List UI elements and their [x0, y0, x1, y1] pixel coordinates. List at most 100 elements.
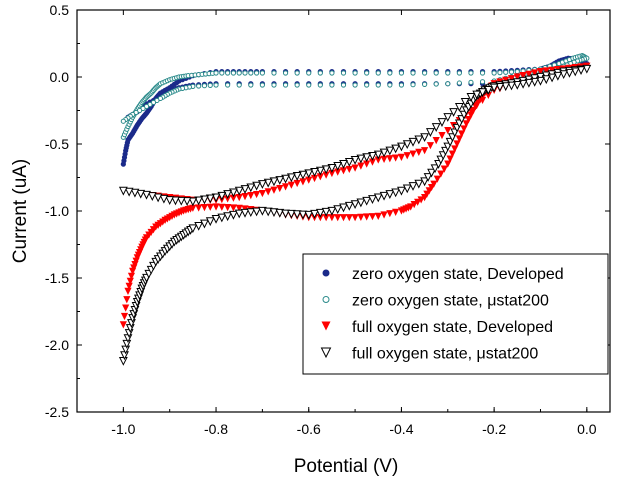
data-point	[241, 186, 248, 193]
data-point	[254, 71, 258, 75]
data-point	[272, 83, 276, 87]
data-point	[220, 71, 224, 75]
data-point	[260, 83, 264, 87]
data-point	[386, 210, 393, 217]
data-point	[423, 71, 427, 75]
data-point	[434, 71, 438, 75]
data-point	[311, 210, 318, 217]
data-point	[212, 203, 219, 210]
data-point	[415, 149, 422, 156]
data-point	[363, 213, 370, 220]
legend-label: zero oxygen state, Developed	[352, 266, 564, 283]
data-point	[253, 182, 260, 189]
data-point	[469, 71, 473, 75]
data-point	[131, 189, 138, 196]
y-tick-label: -1.0	[45, 203, 69, 219]
data-point	[446, 71, 450, 75]
data-point	[392, 209, 399, 216]
data-point	[398, 187, 405, 194]
x-tick-label: -0.2	[482, 421, 506, 437]
y-tick-label: -1.5	[45, 270, 69, 286]
data-point	[226, 71, 230, 75]
data-point	[207, 204, 214, 211]
data-point	[283, 83, 287, 87]
data-point	[276, 185, 283, 192]
data-point	[224, 204, 231, 211]
data-point	[121, 313, 128, 320]
data-point	[492, 71, 496, 75]
data-point	[230, 211, 237, 218]
data-point	[351, 214, 358, 221]
data-point	[249, 83, 253, 87]
data-point	[243, 71, 247, 75]
data-point	[375, 213, 382, 220]
data-point	[265, 188, 272, 195]
data-point	[376, 71, 380, 75]
data-point	[208, 83, 212, 87]
data-point	[380, 211, 387, 218]
data-point	[411, 83, 415, 87]
y-tick-label: 0.5	[50, 2, 70, 18]
x-axis-title: Potential (V)	[294, 456, 399, 477]
data-point	[480, 71, 484, 75]
y-tick-label: -0.5	[45, 136, 69, 152]
x-tick-label: -0.8	[204, 421, 228, 437]
data-point	[369, 213, 376, 220]
data-point	[247, 184, 254, 191]
data-point	[365, 83, 369, 87]
data-point	[126, 188, 133, 195]
data-point	[224, 213, 231, 220]
data-point	[365, 71, 369, 75]
data-point	[149, 193, 156, 200]
data-point	[307, 83, 311, 87]
data-point	[346, 214, 353, 221]
data-point	[423, 82, 427, 86]
data-point	[543, 76, 550, 83]
data-point	[288, 182, 295, 189]
data-point	[294, 180, 301, 187]
y-tick-label: 0.0	[50, 69, 70, 85]
data-point	[318, 71, 322, 75]
data-point	[469, 80, 473, 84]
data-point	[351, 201, 358, 208]
data-point	[357, 199, 364, 206]
data-point	[160, 195, 167, 202]
data-point	[214, 71, 218, 75]
data-point	[120, 357, 127, 364]
x-tick-label: -1.0	[111, 421, 135, 437]
data-point	[218, 204, 225, 211]
data-point	[197, 84, 201, 88]
data-point	[323, 270, 330, 277]
data-point	[166, 197, 173, 204]
x-tick-label: -0.6	[297, 421, 321, 437]
data-point	[411, 71, 415, 75]
data-point	[388, 71, 392, 75]
data-point	[363, 197, 370, 204]
data-point	[137, 190, 144, 197]
data-point	[457, 81, 461, 85]
legend-label: zero oxygen state, μstat200	[352, 293, 549, 310]
legend: zero oxygen state, Developed zero oxygen …	[303, 254, 608, 374]
data-point	[307, 71, 311, 75]
data-point	[124, 288, 131, 295]
data-point	[509, 70, 513, 74]
data-point	[457, 71, 461, 75]
data-point	[386, 191, 393, 198]
data-point	[249, 71, 253, 75]
data-point	[369, 196, 376, 203]
data-point	[237, 83, 241, 87]
data-point	[427, 142, 434, 149]
data-point	[504, 70, 508, 74]
data-point	[351, 165, 358, 172]
data-point	[446, 82, 450, 86]
data-point	[554, 72, 561, 79]
data-point	[323, 297, 329, 303]
data-point	[295, 83, 299, 87]
data-point	[357, 163, 364, 170]
y-axis-title: Current (uA)	[10, 159, 31, 264]
data-point	[409, 150, 416, 157]
data-point	[155, 194, 162, 201]
data-point	[330, 83, 334, 87]
data-point	[353, 83, 357, 87]
y-tick-label: -2.5	[45, 404, 69, 420]
